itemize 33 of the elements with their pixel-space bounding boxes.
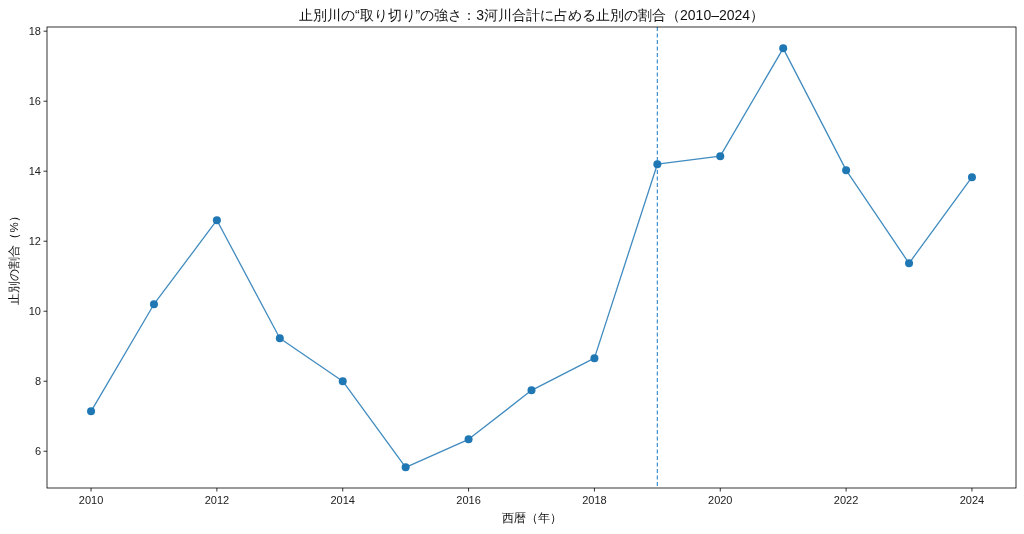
x-tick-label: 2016	[456, 494, 481, 506]
point	[212, 216, 221, 225]
point	[464, 435, 473, 444]
y-tick-label: 16	[28, 95, 41, 108]
x-tick-label: 2014	[330, 494, 355, 506]
x-tick-label: 2024	[959, 494, 985, 506]
point	[275, 334, 284, 343]
x-tick-label: 2010	[78, 494, 104, 506]
x-tick-label: 2022	[833, 494, 859, 506]
point	[87, 407, 96, 416]
point	[338, 377, 347, 386]
x-axis-title: 西暦（年）	[501, 512, 562, 525]
point	[967, 173, 976, 182]
y-axis-title: 止別の割合（%）	[7, 210, 21, 305]
y-tick-label: 6	[34, 445, 41, 458]
x-tick-label: 2012	[204, 494, 230, 506]
chart-title: 止別川の“取り切り”の強さ：3河川合計に占める止別の割合（2010–2024）	[298, 7, 765, 23]
point	[779, 44, 788, 53]
point	[653, 160, 662, 169]
point	[590, 354, 599, 363]
point	[716, 152, 725, 161]
x-tick-label: 2020	[708, 494, 733, 506]
point	[149, 300, 158, 309]
y-tick-label: 10	[28, 305, 41, 318]
point	[527, 386, 536, 395]
x-tick-label: 2018	[582, 494, 607, 506]
y-tick-label: 8	[34, 375, 41, 388]
y-tick-label: 12	[28, 235, 41, 248]
y-tick-label: 18	[28, 25, 41, 38]
point	[905, 259, 914, 268]
point	[401, 463, 410, 472]
y-tick-label: 14	[28, 165, 41, 178]
point	[842, 166, 851, 175]
